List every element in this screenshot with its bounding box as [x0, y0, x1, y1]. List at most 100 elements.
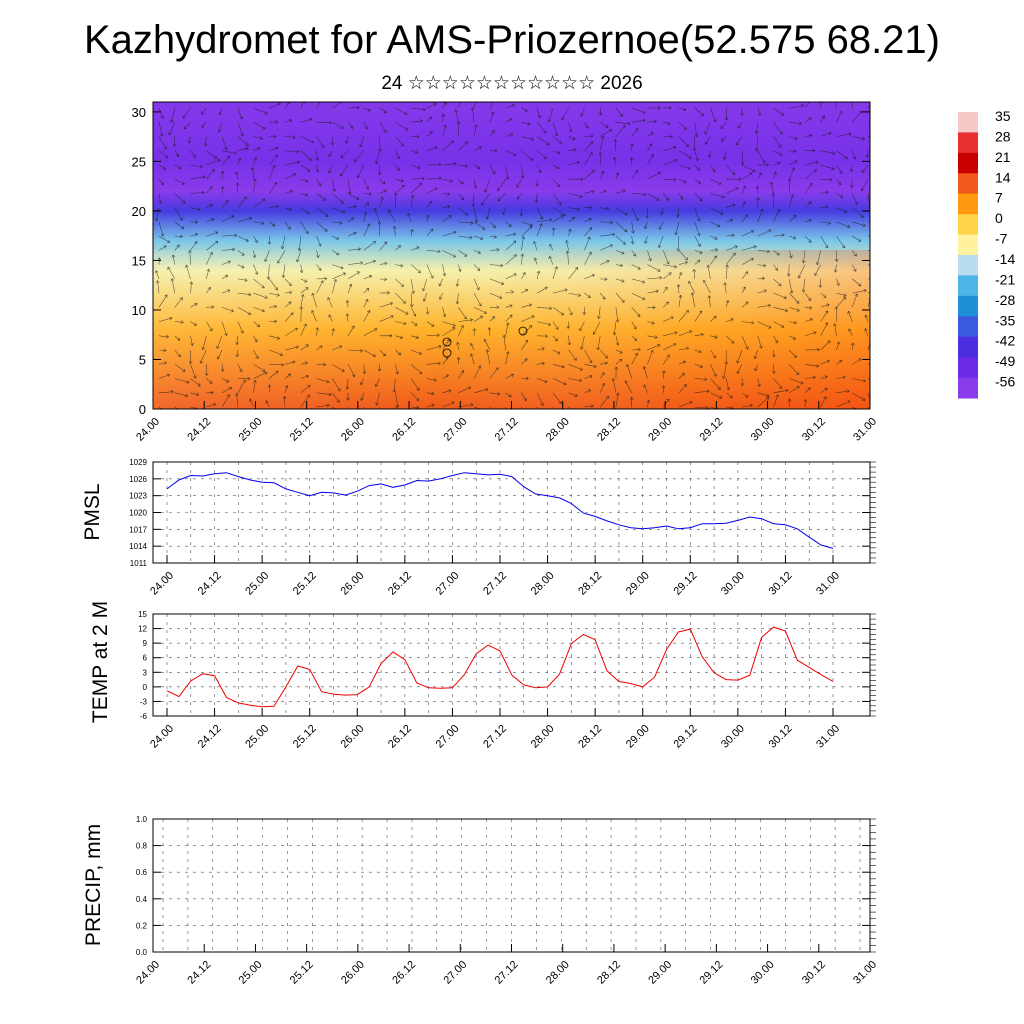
x-tick: 29.12: [698, 944, 725, 987]
y-tick-label: 3: [143, 668, 148, 677]
y-tick-label: 10: [132, 303, 146, 318]
x-tick: 26.12: [386, 708, 414, 751]
x-tick: 31.00: [814, 708, 842, 751]
y-tick-label: 25: [132, 154, 146, 169]
x-tick: 30.00: [719, 708, 747, 751]
x-tick: 29.12: [671, 555, 699, 598]
y-tick-label: -3: [140, 697, 148, 706]
colorbar-label: -21: [995, 271, 1015, 287]
x-tick-label: 26.12: [386, 723, 414, 751]
x-tick: 25.00: [237, 944, 265, 987]
x-tick: 29.12: [671, 708, 699, 751]
colorbar-boxes: [958, 112, 978, 399]
y-tick: 5: [139, 352, 870, 367]
x-tick-label: 27.12: [481, 723, 509, 751]
x-tick-label: 30.00: [749, 959, 777, 987]
y-tick-label: 1017: [129, 525, 147, 534]
x-tick-label: 30.12: [767, 570, 795, 598]
x-tick: 30.12: [767, 555, 795, 598]
y-tick-label: 1.0: [136, 815, 148, 824]
y-tick: 3: [143, 668, 870, 677]
colorbar-box: [958, 295, 978, 317]
x-tick-label: 27.00: [434, 570, 462, 598]
colorbar-box: [958, 316, 978, 338]
x-tick: 24.00: [148, 555, 176, 598]
colorbar-label: 35: [995, 108, 1011, 124]
pmsl-series-line: [166, 472, 834, 549]
x-tick-label: 28.12: [576, 570, 604, 598]
x-tick-label: 28.00: [544, 959, 572, 987]
y-tick-label: 0.6: [136, 868, 148, 877]
x-tick: 24.12: [196, 555, 224, 598]
y-tick: 20: [132, 204, 870, 219]
x-tick-label: 27.12: [493, 416, 521, 444]
x-tick-label: 25.00: [243, 723, 271, 751]
x-tick-label: 24.00: [134, 959, 162, 987]
x-tick-label: 25.12: [291, 570, 319, 598]
y-tick: 0: [143, 683, 870, 692]
y-tick-label: 0.0: [136, 948, 148, 957]
x-tick: 28.12: [595, 944, 623, 987]
x-tick-label: 25.00: [243, 570, 271, 598]
wind-barbs: [155, 102, 870, 409]
precip-y-axis: 1.0 0.8 0.6 0.4 0.2 0.0: [136, 815, 876, 957]
cross-section-y-axis: 0 5 10 15 20 25 30: [132, 105, 870, 417]
x-tick-label: 26.00: [339, 959, 367, 987]
y-tick-label: 15: [138, 610, 147, 619]
x-tick-label: 25.00: [237, 959, 265, 987]
x-tick-label: 26.12: [390, 959, 418, 987]
temp-grid: [153, 613, 870, 717]
x-tick: 26.12: [390, 944, 418, 987]
y-tick-label: 0.2: [136, 921, 148, 930]
x-tick-label: 29.00: [646, 416, 674, 444]
x-tick-label: 30.00: [719, 570, 747, 598]
colorbar-label: 14: [995, 169, 1011, 185]
temp-y-axis: 15 12 9 6 3 0 -3 -6: [138, 610, 876, 721]
colorbar-label: 7: [995, 190, 1003, 206]
x-tick-label: 29.00: [624, 570, 652, 598]
x-tick-label: 29.00: [646, 959, 674, 987]
x-tick: 28.00: [544, 944, 572, 987]
colorbar-box: [958, 234, 978, 256]
x-tick-label: 31.00: [814, 723, 842, 751]
y-tick-label: 9: [143, 639, 148, 648]
y-tick: 0.8: [136, 842, 870, 851]
x-tick-label: 24.12: [196, 723, 224, 751]
y-tick: 25: [132, 154, 870, 169]
x-tick-label: 29.12: [698, 416, 726, 444]
colorbar-box: [958, 255, 978, 276]
colorbar-label: 0: [995, 210, 1003, 226]
colorbar-box: [958, 357, 978, 379]
y-tick: 1017: [129, 525, 870, 534]
x-tick: 30.12: [767, 708, 795, 751]
y-tick-label: 5: [139, 352, 146, 367]
y-tick-label: 1011: [130, 559, 148, 568]
y-tick-label: 6: [143, 654, 148, 663]
x-tick: 29.00: [624, 555, 652, 598]
calm-marker: [518, 326, 528, 336]
y-tick-label: 0.4: [136, 895, 148, 904]
x-tick: 30.12: [800, 944, 828, 987]
y-tick: 1023: [129, 492, 870, 501]
y-tick: 1014: [129, 542, 870, 551]
x-tick: 27.00: [441, 944, 469, 987]
x-tick-label: 26.12: [390, 416, 418, 444]
cross-section-warm-shade: [153, 250, 870, 409]
pmsl-ylabel: PMSL: [81, 483, 104, 540]
colorbar-label: 28: [995, 128, 1011, 144]
colorbar-label: -7: [995, 231, 1008, 247]
colorbar-box: [958, 152, 978, 174]
y-tick: 10: [132, 303, 870, 318]
x-tick: 30.00: [719, 555, 747, 598]
colorbar-box: [958, 112, 978, 133]
x-tick-label: 30.00: [719, 723, 747, 751]
colorbar-box: [958, 275, 978, 297]
colorbar-labels: 35 28 21 14 7 0 -7 -14 -21 -28 -35 -42 -49 -56: [995, 108, 1015, 390]
pmsl-x-axis: 24.00 24.12 25.00 25.12 26.00 26.12 27.00 27.12…: [148, 555, 842, 598]
x-tick-label: 25.00: [237, 416, 265, 444]
cross-section-panel: 0 5 10 15 20 25 30 24.00 24.12 25.00 25.12 26.00 26…: [132, 101, 879, 444]
x-tick-label: 31.00: [851, 959, 879, 987]
x-tick: 27.12: [481, 555, 509, 598]
wind-barb-lines: [155, 102, 870, 409]
